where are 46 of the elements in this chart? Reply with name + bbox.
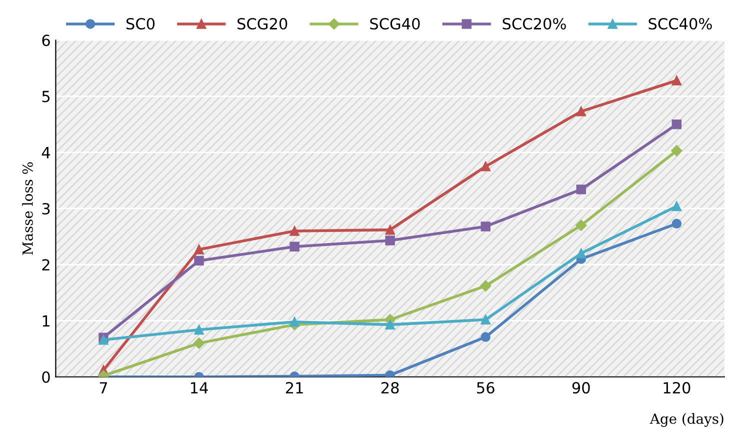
x-tick-label: 14 [190,382,208,394]
point [385,320,395,330]
legend-label: SCC40% [648,18,712,30]
point [480,332,490,342]
point [290,226,300,236]
y-tick-label: 0 [42,371,50,383]
x-tick-label: 21 [286,382,303,394]
point [480,162,490,172]
point [576,220,587,231]
legend-label: SC0 [126,18,155,30]
point [385,236,395,246]
x-tick-label: 120 [664,382,690,394]
point [576,184,586,194]
x-tick-label: 56 [477,382,494,394]
point [194,244,204,254]
legend-label: SCC20% [502,18,566,30]
y-tick-label: 5 [42,90,50,102]
point [290,242,300,252]
point [98,334,108,345]
x-tick-label: 28 [381,382,399,394]
y-axis-title: Masse loss % [22,162,33,255]
x-tick-label: 90 [572,382,590,394]
point [672,76,682,86]
x-tick-label: 7 [100,382,108,394]
point [672,218,682,229]
point [672,201,682,212]
legend-label: SCG20 [238,18,288,30]
point [194,256,204,266]
y-tick-label: 6 [42,34,50,46]
y-tick-label: 2 [42,259,50,270]
point [290,317,300,327]
point [193,338,205,349]
point [480,280,492,292]
point [672,119,682,130]
x-axis-title: Age (days) [650,413,724,427]
y-tick-label: 3 [42,202,50,215]
point [576,248,586,258]
legend-label: SCG40 [370,18,420,30]
point [480,314,490,324]
y-tick-label: 1 [42,315,50,327]
point [194,324,204,335]
y-tick-label: 4 [42,147,50,158]
point [480,222,490,232]
point [385,224,395,235]
point [671,145,682,156]
point [576,106,586,116]
